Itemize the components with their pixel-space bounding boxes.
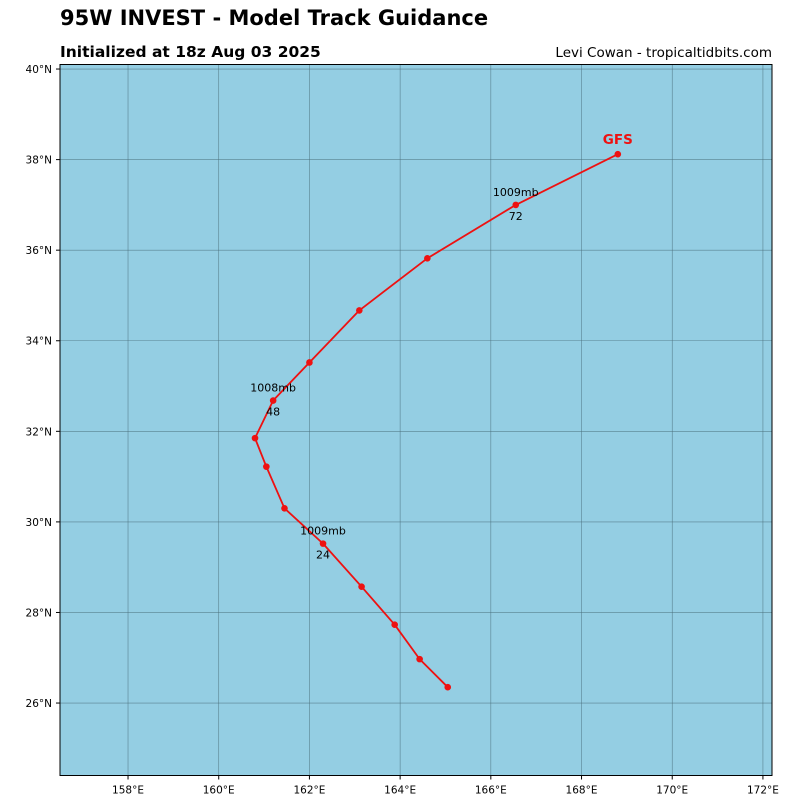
x-tick-label: 170°E bbox=[656, 785, 688, 797]
chart-title: 95W INVEST - Model Track Guidance bbox=[60, 6, 489, 30]
y-tick-label: 40°N bbox=[26, 64, 52, 76]
forecast-hour-label: 48 bbox=[266, 406, 280, 419]
x-tick-label: 158°E bbox=[112, 785, 144, 797]
y-tick-label: 38°N bbox=[26, 155, 52, 167]
initialization-subtitle: Initialized at 18z Aug 03 2025 bbox=[60, 43, 321, 61]
track-point bbox=[306, 359, 313, 366]
x-tick-label: 166°E bbox=[475, 785, 507, 797]
y-tick-label: 26°N bbox=[26, 698, 52, 710]
author-credit: Levi Cowan - tropicaltidbits.com bbox=[555, 45, 772, 61]
track-point bbox=[358, 583, 365, 590]
pressure-label: 1009mb bbox=[300, 525, 346, 538]
track-point bbox=[319, 540, 327, 547]
x-tick-label: 160°E bbox=[203, 785, 235, 797]
track-point bbox=[356, 307, 363, 314]
ocean-background bbox=[60, 64, 772, 776]
y-tick-label: 34°N bbox=[26, 336, 52, 348]
track-point bbox=[281, 505, 288, 512]
forecast-hour-label: 72 bbox=[509, 210, 523, 223]
track-point bbox=[444, 683, 452, 691]
track-point bbox=[512, 201, 520, 209]
model-name-label: GFS bbox=[603, 132, 633, 148]
y-tick-label: 32°N bbox=[26, 426, 52, 438]
axis-ticks: 158°E 160°E 162°E 164°E 166°E 168°E 170°E 172°E… bbox=[26, 64, 779, 796]
track-layer: 1009mb 24 1008mb 48 1009mb 72 GFS bbox=[250, 132, 633, 691]
y-tick-label: 30°N bbox=[26, 517, 52, 529]
track-point bbox=[614, 150, 622, 158]
forecast-hour-label: 24 bbox=[316, 549, 330, 562]
track-point bbox=[263, 463, 270, 470]
track-line-gfs bbox=[254, 153, 619, 688]
track-point bbox=[251, 434, 259, 442]
track-point bbox=[416, 655, 423, 663]
track-point bbox=[391, 621, 398, 628]
pressure-label: 1009mb bbox=[493, 186, 539, 199]
track-point bbox=[269, 397, 277, 404]
pressure-label: 1008mb bbox=[250, 382, 296, 395]
x-tick-label: 162°E bbox=[293, 785, 325, 797]
plot-frame bbox=[59, 64, 773, 776]
x-tick-label: 164°E bbox=[384, 785, 416, 797]
y-tick-label: 28°N bbox=[26, 607, 52, 619]
x-tick-label: 168°E bbox=[566, 785, 598, 797]
track-point bbox=[424, 255, 431, 262]
y-tick-label: 36°N bbox=[26, 245, 52, 257]
x-tick-label: 172°E bbox=[747, 785, 779, 797]
gridlines bbox=[60, 64, 772, 776]
